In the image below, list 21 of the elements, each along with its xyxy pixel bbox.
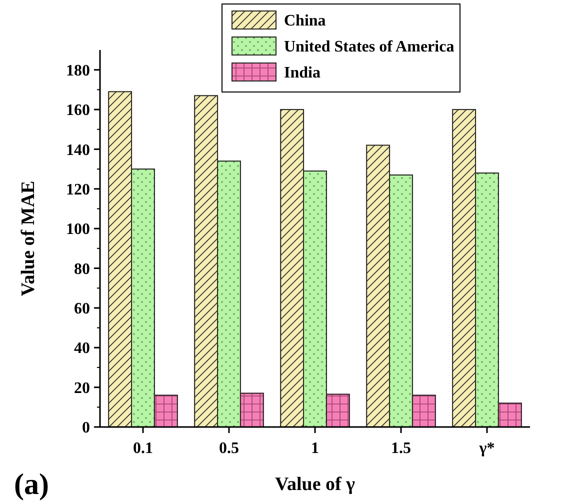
y-tick-label: 160 (66, 102, 90, 120)
y-tick-label: 140 (66, 142, 90, 159)
x-tick-label: 0.1 (133, 440, 153, 457)
y-tick-label: 100 (66, 221, 90, 238)
legend-label: India (284, 64, 320, 82)
x-tick-label: 1.5 (391, 440, 411, 457)
y-tick-label: 120 (66, 181, 90, 198)
x-tick-label: γ* (478, 440, 495, 457)
legend-label: United States of America (284, 38, 454, 56)
y-axis-title: Value of MAE (18, 180, 39, 296)
y-tick-label: 40 (74, 340, 90, 358)
y-tick-label: 180 (66, 62, 90, 80)
x-axis-title: Value of γ (275, 474, 356, 495)
x-tick-label: 0.5 (219, 440, 239, 457)
x-tick-label: 1 (311, 440, 319, 457)
text: (a) (14, 468, 49, 501)
legend-label: China (284, 12, 326, 30)
y-tick-label: 60 (74, 300, 90, 318)
y-tick-label: 80 (74, 260, 90, 278)
y-tick-label: 0 (82, 420, 90, 437)
y-tick-label: 20 (74, 380, 90, 397)
